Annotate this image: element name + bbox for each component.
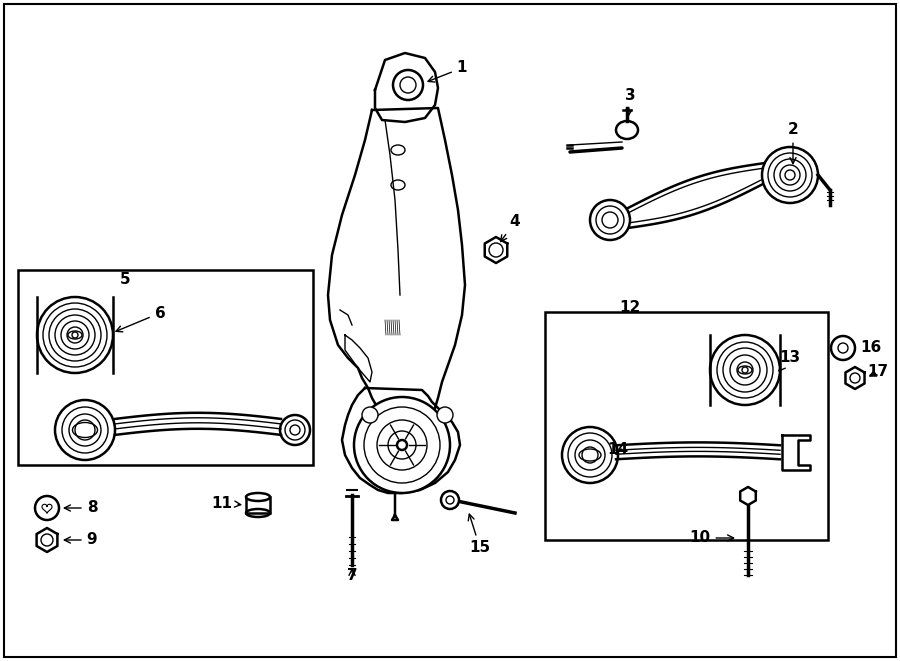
Text: 7: 7 [346, 568, 357, 582]
Circle shape [762, 147, 818, 203]
Polygon shape [845, 367, 865, 389]
Circle shape [393, 70, 423, 100]
Circle shape [35, 496, 59, 520]
Circle shape [441, 491, 459, 509]
Text: 10: 10 [689, 531, 733, 545]
Circle shape [354, 397, 450, 493]
Text: 11: 11 [212, 496, 240, 510]
Ellipse shape [616, 121, 638, 139]
Bar [545, 312, 828, 540]
Polygon shape [37, 528, 58, 552]
Circle shape [831, 336, 855, 360]
Polygon shape [342, 388, 460, 493]
Text: 16: 16 [860, 340, 881, 356]
Text: 3: 3 [625, 87, 635, 116]
Text: 15: 15 [468, 514, 490, 555]
Text: 14: 14 [608, 442, 628, 457]
Text: 8: 8 [64, 500, 97, 516]
Text: 5: 5 [120, 272, 130, 288]
Ellipse shape [246, 493, 270, 501]
Text: 9: 9 [64, 533, 97, 547]
Polygon shape [740, 487, 756, 505]
Text: 12: 12 [619, 301, 641, 315]
Text: 1: 1 [428, 61, 467, 82]
Circle shape [362, 407, 378, 423]
Text: 6: 6 [116, 305, 166, 332]
Circle shape [280, 415, 310, 445]
Polygon shape [328, 108, 465, 428]
Circle shape [562, 427, 618, 483]
Circle shape [590, 200, 630, 240]
Polygon shape [345, 335, 372, 382]
Polygon shape [485, 237, 508, 263]
Circle shape [437, 407, 453, 423]
Circle shape [710, 335, 780, 405]
Text: 4: 4 [500, 215, 520, 241]
Polygon shape [782, 435, 810, 470]
Polygon shape [375, 53, 438, 122]
Text: 17: 17 [868, 364, 888, 379]
Circle shape [37, 297, 113, 373]
Circle shape [55, 400, 115, 460]
Text: 2: 2 [788, 122, 798, 164]
Bar [246, 497, 270, 513]
Text: 13: 13 [778, 350, 801, 371]
Bar [18, 270, 313, 465]
